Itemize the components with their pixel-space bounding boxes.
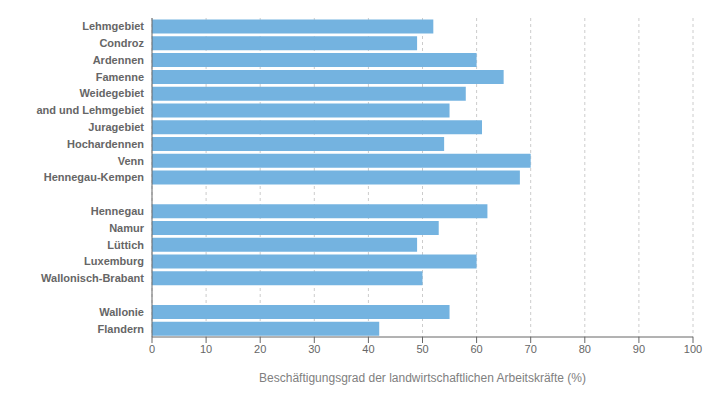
svg-text:Hochardennen: Hochardennen [67, 138, 144, 150]
svg-text:Hennegau: Hennegau [91, 205, 144, 217]
svg-text:Wallonisch-Brabant: Wallonisch-Brabant [41, 272, 144, 284]
svg-text:Ardennen: Ardennen [93, 54, 145, 66]
svg-text:50: 50 [416, 343, 428, 355]
svg-text:Hennegau-Kempen: Hennegau-Kempen [44, 171, 145, 183]
svg-text:20: 20 [254, 343, 266, 355]
svg-text:80: 80 [579, 343, 591, 355]
svg-text:Wallonie: Wallonie [99, 306, 144, 318]
svg-text:Luxemburg: Luxemburg [84, 255, 144, 267]
svg-text:Flandern: Flandern [98, 323, 145, 335]
svg-text:and und Lehmgebiet: and und Lehmgebiet [36, 104, 144, 116]
svg-text:Famenne: Famenne [96, 71, 144, 83]
svg-text:60: 60 [470, 343, 482, 355]
svg-text:30: 30 [308, 343, 320, 355]
svg-text:Beschäftigungsgrad der landwir: Beschäftigungsgrad der landwirtschaftlic… [259, 371, 586, 385]
svg-text:90: 90 [633, 343, 645, 355]
svg-text:Lehmgebiet: Lehmgebiet [82, 20, 144, 32]
svg-text:Juragebiet: Juragebiet [88, 121, 144, 133]
svg-text:70: 70 [525, 343, 537, 355]
svg-text:100: 100 [684, 343, 702, 355]
svg-text:Condroz: Condroz [99, 37, 144, 49]
svg-text:Venn: Venn [118, 155, 145, 167]
svg-text:Lüttich: Lüttich [107, 239, 144, 251]
svg-text:Weidegebiet: Weidegebiet [79, 87, 144, 99]
svg-text:10: 10 [200, 343, 212, 355]
svg-text:40: 40 [362, 343, 374, 355]
svg-text:0: 0 [149, 343, 155, 355]
svg-text:Namur: Namur [109, 222, 145, 234]
